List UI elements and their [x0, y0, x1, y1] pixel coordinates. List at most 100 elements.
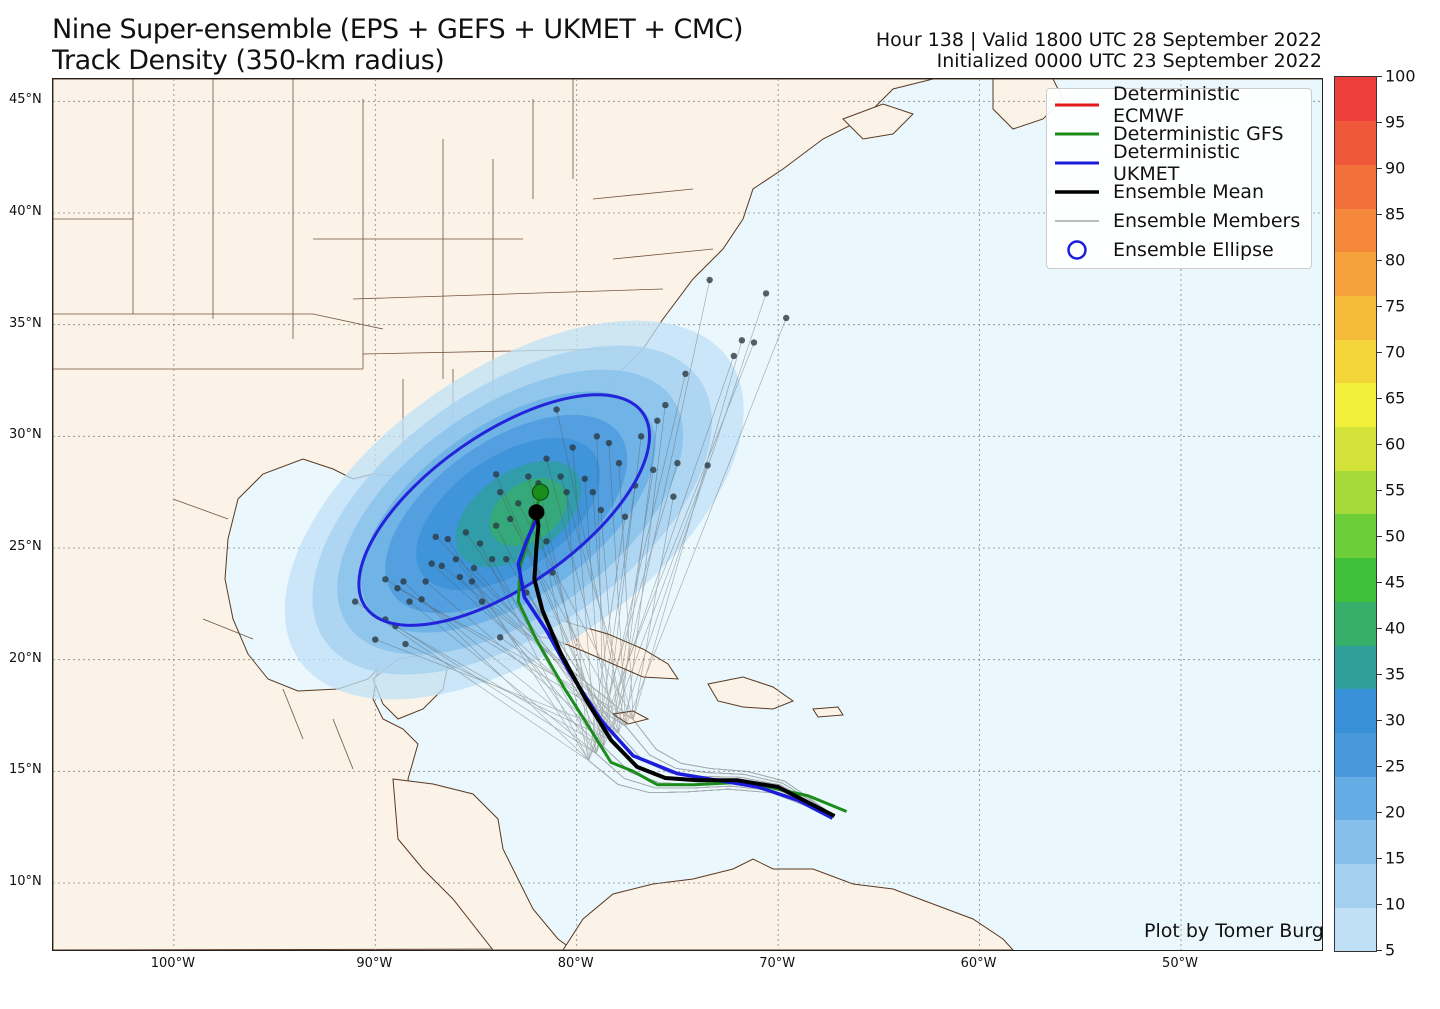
- member-endpoint: [738, 337, 746, 344]
- colorbar-segment: [1335, 776, 1376, 821]
- lat-tick-label: 10°N: [9, 874, 42, 889]
- member-endpoint: [682, 370, 689, 377]
- member-endpoint: [543, 538, 550, 545]
- member-endpoint: [422, 578, 429, 585]
- member-endpoint: [662, 401, 669, 409]
- mean-endpoint-marker: [528, 504, 545, 521]
- member-track: [566, 492, 835, 817]
- lon-tick-label: 50°W: [1162, 956, 1198, 971]
- colorbar-segment: [1335, 907, 1376, 952]
- colorbar-segment: [1335, 164, 1376, 209]
- member-endpoint: [478, 598, 486, 605]
- colorbar-tick-mark: [1376, 950, 1382, 951]
- colorbar-tick-label: 20: [1385, 802, 1406, 822]
- colorbar-tick-label: 40: [1385, 618, 1406, 638]
- puerto-rico-land: [812, 706, 844, 718]
- colorbar-tick-label: 85: [1385, 204, 1406, 224]
- line-legend-swatch: [1055, 130, 1099, 138]
- colorbar-tick-label: 90: [1385, 158, 1406, 178]
- colorbar-segment: [1335, 688, 1376, 733]
- member-track: [588, 462, 835, 817]
- state-borders: [53, 79, 714, 770]
- maritimes-land: [842, 103, 914, 140]
- member-endpoint: [496, 634, 504, 641]
- member-endpoint: [674, 459, 681, 467]
- line-legend-swatch: [1055, 101, 1099, 109]
- member-endpoint: [470, 564, 478, 572]
- map-canvas: [53, 79, 1322, 950]
- init-time: Initialized 0000 UTC 23 September 2022: [936, 50, 1322, 72]
- member-endpoint: [621, 513, 629, 520]
- member-track: [528, 476, 835, 817]
- credit-text: Plot by Tomer Burg: [1144, 920, 1324, 942]
- member-endpoint: [400, 578, 407, 585]
- member-endpoint: [438, 562, 445, 570]
- land-layer: [53, 79, 1322, 950]
- member-endpoint: [597, 506, 605, 514]
- colorbar-tick-label: 30: [1385, 710, 1406, 730]
- member-endpoint: [515, 500, 522, 507]
- legend: Deterministic ECMWF Deterministic GFS Dete…: [1046, 83, 1312, 269]
- colorbar: [1334, 76, 1377, 952]
- colorbar-segment: [1335, 470, 1376, 515]
- ensemble-ellipse: [357, 393, 651, 627]
- jamaica-land: [611, 710, 650, 725]
- member-endpoint: [503, 555, 510, 563]
- colorbar-tick-mark: [1376, 812, 1382, 813]
- member-endpoint: [557, 473, 564, 480]
- title-line-2: Track Density (350-km radius): [52, 45, 445, 76]
- gfs-endpoint-marker: [531, 483, 549, 501]
- colorbar-segment: [1335, 863, 1376, 908]
- legend-item: Deterministic GFS: [1047, 123, 1284, 145]
- member-track: [354, 601, 835, 817]
- legend-label: Deterministic GFS: [1113, 123, 1284, 145]
- member-endpoint: [569, 444, 576, 451]
- member-endpoint: [704, 462, 711, 469]
- colorbar-segment: [1335, 208, 1376, 253]
- ellipse-legend-icon: [1055, 239, 1099, 261]
- colorbar-tick-mark: [1376, 444, 1382, 445]
- member-endpoint: [372, 636, 379, 643]
- colorbar-segment: [1335, 514, 1376, 559]
- member-endpoint: [654, 417, 661, 424]
- member-endpoint: [706, 276, 713, 284]
- lat-tick-label: 15°N: [9, 762, 42, 778]
- colorbar-tick-mark: [1376, 490, 1382, 491]
- legend-item: Ensemble Ellipse: [1047, 239, 1274, 261]
- colorbar-segment: [1335, 251, 1376, 296]
- member-endpoint: [615, 459, 623, 467]
- member-endpoint: [750, 339, 758, 346]
- colorbar-segment: [1335, 426, 1376, 471]
- colorbar-segment: [1335, 295, 1376, 340]
- colorbar-segment: [1335, 339, 1376, 384]
- line-legend-swatch: [1055, 217, 1099, 225]
- colorbar-tick-mark: [1376, 260, 1382, 261]
- member-endpoint: [670, 493, 677, 500]
- colorbar-tick-label: 65: [1385, 388, 1406, 408]
- member-endpoint: [563, 488, 570, 496]
- line-legend-swatch: [1055, 188, 1099, 196]
- legend-label: Deterministic UKMET: [1113, 141, 1241, 185]
- member-endpoint: [492, 471, 500, 478]
- member-endpoint: [553, 406, 560, 413]
- member-endpoint: [637, 433, 645, 440]
- legend-item: Deterministic UKMET: [1047, 141, 1311, 185]
- lon-tick-label: 60°W: [960, 956, 997, 971]
- member-endpoint: [730, 352, 738, 360]
- member-endpoint: [428, 560, 435, 567]
- legend-label: Ensemble Mean: [1113, 181, 1264, 203]
- colorbar-tick-mark: [1376, 858, 1382, 859]
- colorbar-segment: [1335, 732, 1376, 777]
- member-endpoint: [382, 576, 389, 583]
- member-endpoint: [543, 455, 550, 462]
- member-track: [403, 581, 835, 817]
- member-endpoint: [762, 290, 770, 297]
- legend-label: Deterministic ECMWF: [1113, 83, 1241, 127]
- central-america-land: [392, 778, 574, 950]
- lon-tick-label: 70°W: [759, 956, 796, 971]
- lon-tick-label: 80°W: [557, 956, 594, 971]
- member-track: [588, 516, 835, 817]
- track-density-shading: [284, 320, 744, 700]
- colorbar-tick-mark: [1376, 214, 1382, 215]
- colorbar-tick-label: 5: [1385, 940, 1396, 960]
